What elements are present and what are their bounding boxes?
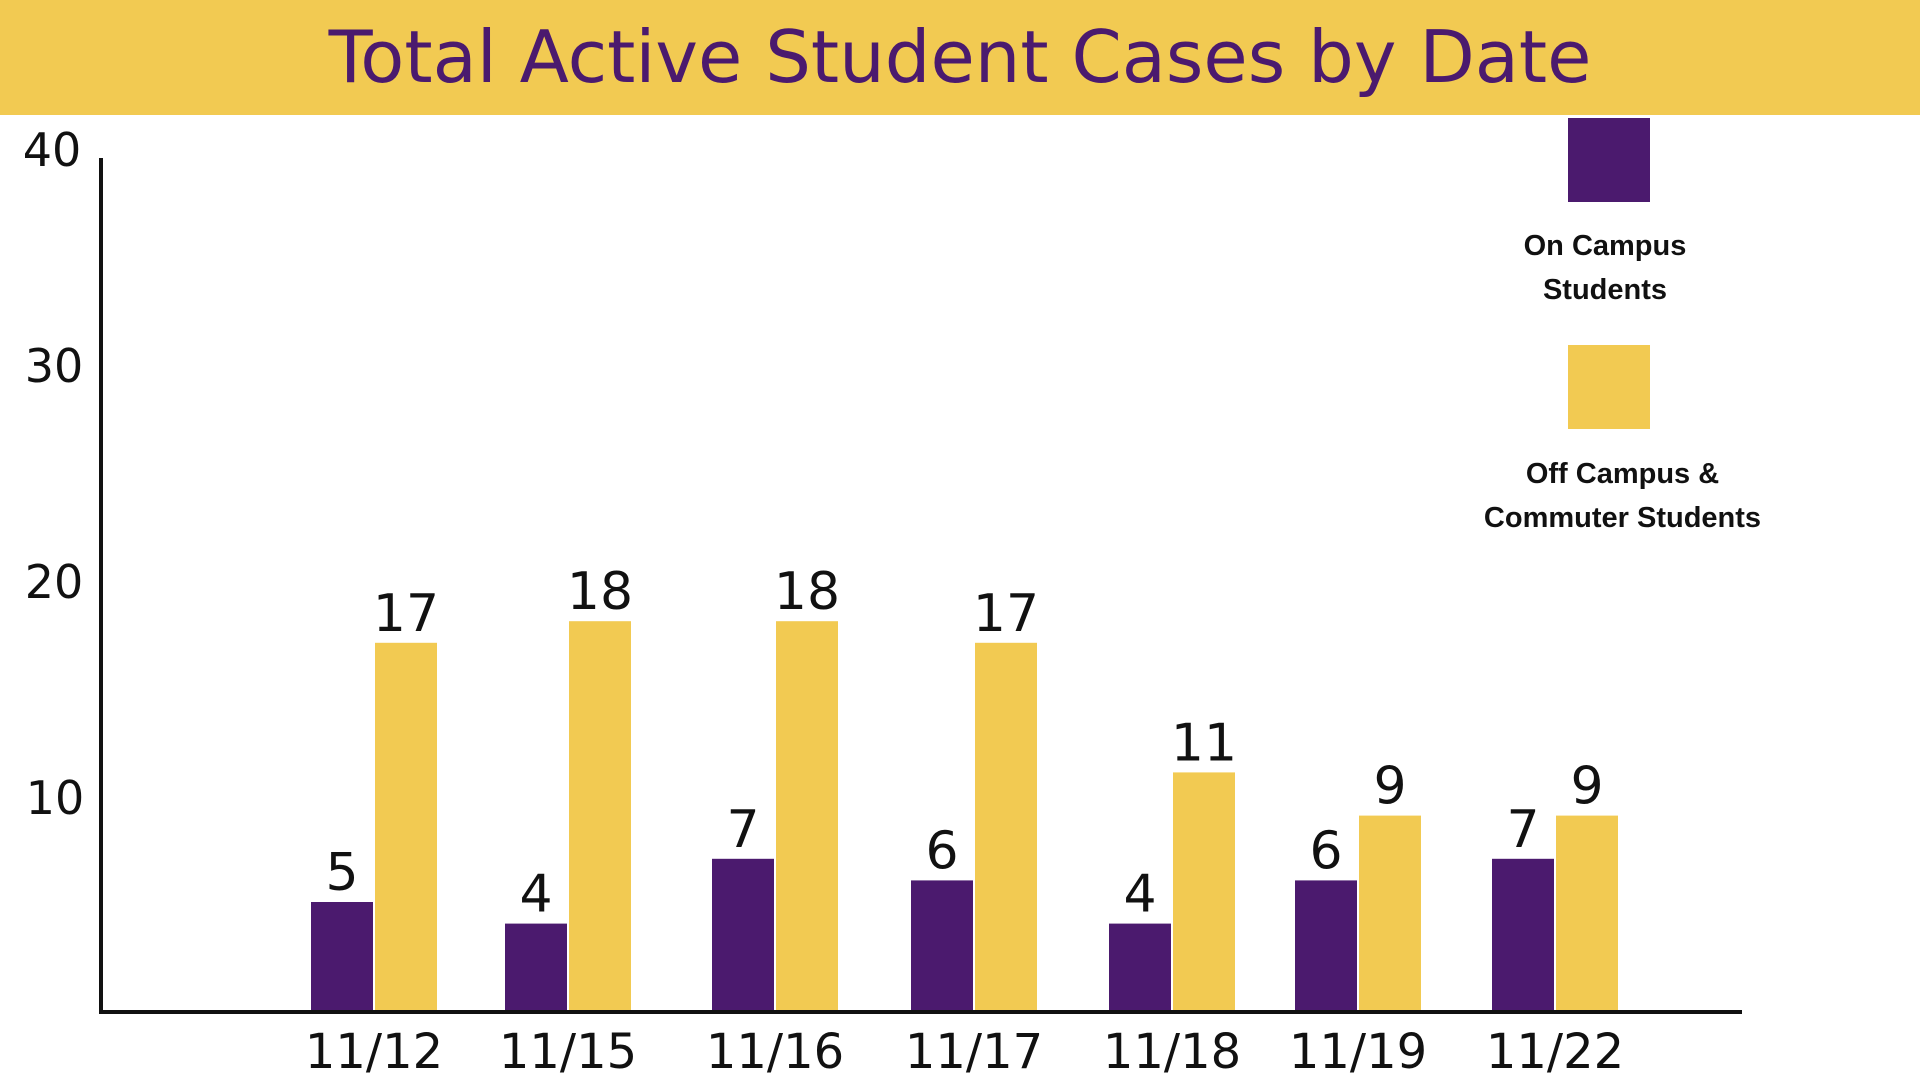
chart-title: Total Active Student Cases by Date bbox=[328, 15, 1592, 99]
y-tick-label: 20 bbox=[25, 555, 84, 609]
data-label-off-campus: 17 bbox=[373, 584, 439, 644]
legend-swatch-off-campus bbox=[1568, 345, 1650, 429]
bar-off-campus bbox=[569, 621, 631, 1010]
data-label-off-campus: 9 bbox=[1570, 757, 1603, 817]
bar-off-campus bbox=[1173, 772, 1235, 1010]
legend-off-campus-line2: Commuter Students bbox=[1483, 502, 1762, 534]
legend-on-campus-line2: Students bbox=[1542, 274, 1668, 306]
data-label-on-campus: 4 bbox=[1123, 865, 1156, 925]
data-label-off-campus: 18 bbox=[567, 562, 633, 622]
data-label-off-campus: 17 bbox=[973, 584, 1039, 644]
x-tick-label: 11/15 bbox=[499, 1024, 637, 1080]
data-label-off-campus: 18 bbox=[774, 562, 840, 622]
data-label-on-campus: 7 bbox=[1506, 800, 1539, 860]
legend-swatch-on-campus bbox=[1568, 118, 1650, 202]
bar-off-campus bbox=[1556, 815, 1618, 1010]
x-tick-label: 11/18 bbox=[1103, 1024, 1241, 1080]
data-label-off-campus: 11 bbox=[1171, 713, 1237, 773]
x-tick-label: 11/17 bbox=[905, 1024, 1043, 1080]
y-tick-label: 40 bbox=[23, 123, 82, 177]
legend-label-off-campus: Off Campus & Commuter Students bbox=[1440, 452, 1805, 540]
bar-on-campus bbox=[311, 902, 373, 1010]
legend-label-on-campus: On Campus Students bbox=[1470, 224, 1740, 312]
bar-on-campus bbox=[1109, 923, 1171, 1010]
x-tick-label: 11/12 bbox=[305, 1024, 443, 1080]
x-tick-label: 11/22 bbox=[1486, 1024, 1624, 1080]
bar-on-campus bbox=[1492, 858, 1554, 1010]
title-bar: Total Active Student Cases by Date bbox=[0, 0, 1920, 115]
bar-off-campus bbox=[975, 642, 1037, 1010]
data-label-off-campus: 9 bbox=[1373, 757, 1406, 817]
x-tick-label: 11/16 bbox=[706, 1024, 844, 1080]
data-label-on-campus: 4 bbox=[519, 865, 552, 925]
y-tick-label: 10 bbox=[26, 771, 85, 825]
bar-on-campus bbox=[1295, 880, 1357, 1010]
data-label-on-campus: 6 bbox=[1309, 821, 1342, 881]
bar-off-campus bbox=[776, 621, 838, 1010]
x-tick-label: 11/19 bbox=[1289, 1024, 1427, 1080]
y-tick-label: 30 bbox=[25, 339, 84, 393]
data-label-on-campus: 6 bbox=[925, 821, 958, 881]
data-label-on-campus: 7 bbox=[726, 800, 759, 860]
bar-on-campus bbox=[911, 880, 973, 1010]
bar-on-campus bbox=[505, 923, 567, 1010]
legend-off-campus-line1: Off Campus & bbox=[1525, 458, 1720, 490]
bar-on-campus bbox=[712, 858, 774, 1010]
bar-off-campus bbox=[1359, 815, 1421, 1010]
bar-off-campus bbox=[375, 642, 437, 1010]
data-label-on-campus: 5 bbox=[325, 843, 358, 903]
legend-on-campus-line1: On Campus bbox=[1523, 230, 1687, 262]
